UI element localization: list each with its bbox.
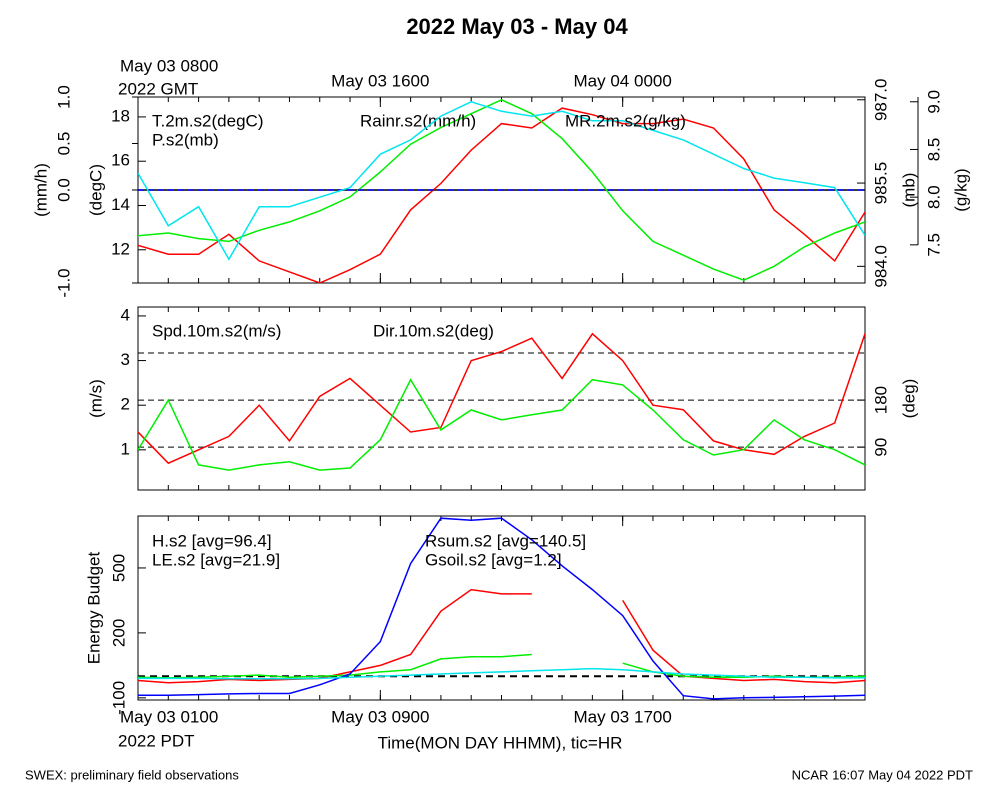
x-tick-label: May 03 0900 xyxy=(331,707,429,726)
x-tick-label: May 03 1600 xyxy=(331,71,429,90)
footer-left: SWEX: preliminary field observations xyxy=(25,767,239,782)
y-axis-title: (mm/h) xyxy=(31,163,50,217)
legend-label: H.s2 [avg=96.4] xyxy=(152,531,272,550)
series-line xyxy=(138,667,865,680)
series-line xyxy=(138,98,865,282)
legend-label: Dir.10m.s2(deg) xyxy=(373,321,494,340)
x-tick-note: 2022 PDT xyxy=(118,731,195,750)
y-tick-label: 1.0 xyxy=(54,85,73,109)
series-line xyxy=(138,100,865,261)
y-axis-title: (deg) xyxy=(899,379,918,419)
y-tick-label: 985.5 xyxy=(871,162,890,205)
legend-label: P.s2(mb) xyxy=(152,130,219,149)
y-axis-title: Energy Budget xyxy=(84,551,103,664)
y-axis-title: (mb) xyxy=(899,173,918,208)
series-line xyxy=(138,107,865,283)
y-tick-label: 200 xyxy=(109,619,128,647)
y-axis-title: (g/kg) xyxy=(951,168,970,211)
y-tick-label: 987.0 xyxy=(871,79,890,122)
chart-title: 2022 May 03 - May 04 xyxy=(406,14,628,39)
x-tick-label: May 03 0800 xyxy=(120,56,218,75)
legend-label: Spd.10m.s2(m/s) xyxy=(152,321,281,340)
y-tick-label: 1 xyxy=(121,439,130,458)
footer-right: NCAR 16:07 May 04 2022 PDT xyxy=(792,767,973,782)
legend-label: Gsoil.s2 [avg=1.2] xyxy=(425,550,562,569)
legend-label: Rainr.s2(mm/h) xyxy=(360,111,476,130)
y-tick-label: -100 xyxy=(109,681,128,715)
y-tick-label: 16 xyxy=(111,151,130,170)
x-tick-label: May 04 0000 xyxy=(574,71,672,90)
y-tick-label: 3 xyxy=(121,350,130,369)
series-line xyxy=(138,378,865,471)
legend-label: LE.s2 [avg=21.9] xyxy=(152,550,280,569)
x-axis-title: Time(MON DAY HHMM), tic=HR xyxy=(378,733,623,752)
x-tick-label: May 03 1700 xyxy=(574,707,672,726)
legend-label: Rsum.s2 [avg=140.5] xyxy=(425,531,586,550)
y-tick-label: 7.5 xyxy=(924,233,943,257)
y-axis-title: (degC) xyxy=(86,164,105,216)
y-tick-label: 2 xyxy=(121,395,130,414)
x-tick-label: May 03 0100 xyxy=(120,707,218,726)
y-tick-label: 180 xyxy=(871,386,890,414)
y-tick-label: -1.0 xyxy=(54,268,73,297)
y-tick-label: 0.0 xyxy=(54,178,73,202)
series-line xyxy=(138,588,865,684)
series-line xyxy=(138,653,865,679)
y-tick-label: 18 xyxy=(111,106,130,125)
y-tick-label: 8.5 xyxy=(924,138,943,162)
y-tick-label: 14 xyxy=(111,195,130,214)
legend-label: MR.2m.s2(g/kg) xyxy=(565,111,686,130)
y-tick-label: 984.0 xyxy=(871,245,890,288)
y-tick-label: 90 xyxy=(871,438,890,457)
y-tick-label: 4 xyxy=(121,305,130,324)
y-tick-label: 8.0 xyxy=(924,185,943,209)
y-tick-label: 0.5 xyxy=(54,132,73,156)
y-tick-label: 9.0 xyxy=(924,90,943,114)
legend-label: T.2m.s2(degC) xyxy=(152,111,263,130)
y-tick-label: 500 xyxy=(109,554,128,582)
x-tick-note: 2022 GMT xyxy=(118,79,198,98)
y-axis-title: (m/s) xyxy=(86,379,105,418)
series-line xyxy=(138,517,865,700)
y-tick-label: 12 xyxy=(111,239,130,258)
